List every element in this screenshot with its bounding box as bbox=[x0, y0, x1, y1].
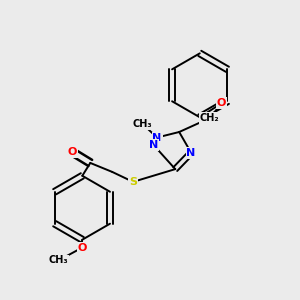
Text: CH₃: CH₃ bbox=[49, 256, 68, 266]
Text: N: N bbox=[187, 148, 196, 158]
Text: N: N bbox=[148, 140, 158, 150]
Text: O: O bbox=[78, 242, 87, 253]
Text: O: O bbox=[217, 98, 226, 108]
Text: CH₂: CH₂ bbox=[200, 113, 220, 123]
Text: CH₃: CH₃ bbox=[133, 119, 152, 129]
Text: S: S bbox=[129, 177, 137, 187]
Text: O: O bbox=[68, 147, 77, 157]
Text: N: N bbox=[152, 133, 162, 142]
